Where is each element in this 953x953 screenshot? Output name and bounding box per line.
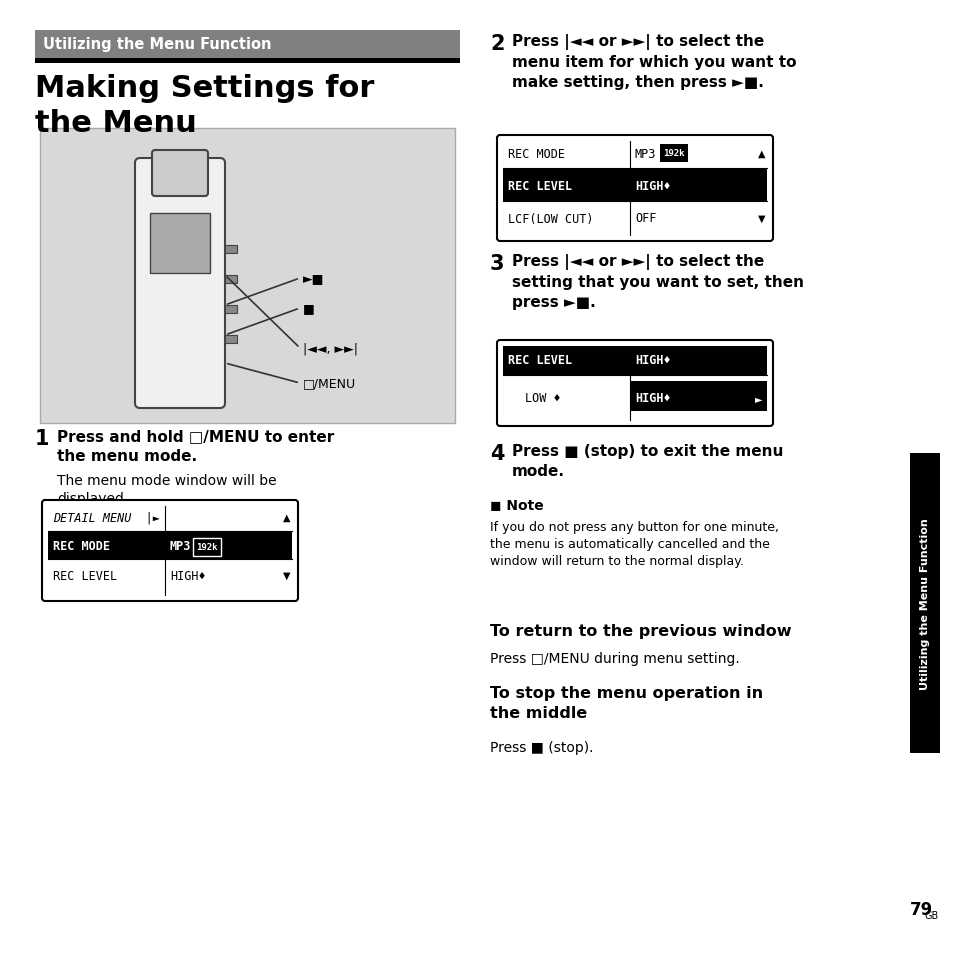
- Text: 79: 79: [909, 900, 932, 918]
- Text: Press ■ (stop).: Press ■ (stop).: [490, 740, 593, 754]
- Text: 2: 2: [490, 34, 504, 54]
- Text: MP3: MP3: [635, 148, 656, 160]
- Text: OFF: OFF: [635, 213, 656, 225]
- Text: |◄◄, ►►|: |◄◄, ►►|: [303, 342, 357, 355]
- Text: GB: GB: [924, 910, 939, 920]
- FancyBboxPatch shape: [35, 30, 459, 59]
- Bar: [150, 213, 210, 274]
- Text: REC LEVEL: REC LEVEL: [53, 569, 117, 582]
- Text: The menu mode window will be
displayed.: The menu mode window will be displayed.: [57, 474, 276, 506]
- Bar: [193, 538, 221, 557]
- Text: Press |◄◄ or ►►| to select the
setting that you want to set, then
press ►■.: Press |◄◄ or ►►| to select the setting t…: [512, 253, 803, 310]
- Bar: [225, 246, 236, 253]
- Bar: [35, 59, 459, 64]
- Text: 4: 4: [490, 443, 504, 463]
- Text: 192k: 192k: [196, 543, 217, 552]
- Text: MP3: MP3: [170, 540, 192, 553]
- FancyBboxPatch shape: [42, 500, 297, 601]
- Text: HIGH♦: HIGH♦: [635, 355, 670, 367]
- Text: REC LEVEL: REC LEVEL: [507, 355, 572, 367]
- Bar: [909, 454, 939, 753]
- Text: LOW ♦: LOW ♦: [524, 392, 560, 405]
- Text: ►■: ►■: [303, 273, 324, 285]
- Bar: [225, 275, 236, 284]
- Text: ▼: ▼: [758, 213, 764, 224]
- Text: Press ■ (stop) to exit the menu
mode.: Press ■ (stop) to exit the menu mode.: [512, 443, 782, 478]
- Bar: [502, 347, 766, 376]
- Bar: [629, 381, 766, 412]
- Text: ▼: ▼: [283, 571, 291, 580]
- Bar: [225, 306, 236, 314]
- Text: ◼ Note: ◼ Note: [490, 498, 543, 513]
- Text: Utilizing the Menu Function: Utilizing the Menu Function: [43, 37, 272, 52]
- Text: Press |◄◄ or ►►| to select the
menu item for which you want to
make setting, the: Press |◄◄ or ►►| to select the menu item…: [512, 34, 796, 90]
- Text: REC MODE: REC MODE: [53, 540, 110, 553]
- Text: HIGH♦: HIGH♦: [635, 392, 670, 405]
- Bar: [659, 145, 687, 163]
- Text: REC MODE: REC MODE: [507, 148, 564, 160]
- Bar: [40, 129, 455, 423]
- Text: REC LEVEL: REC LEVEL: [507, 179, 572, 193]
- Bar: [225, 335, 236, 344]
- Text: 192k: 192k: [662, 150, 684, 158]
- Text: 3: 3: [490, 253, 504, 274]
- Text: □/MENU: □/MENU: [303, 377, 355, 390]
- Text: Utilizing the Menu Function: Utilizing the Menu Function: [919, 517, 929, 689]
- FancyBboxPatch shape: [497, 340, 772, 427]
- Text: LCF(LOW CUT): LCF(LOW CUT): [507, 213, 593, 225]
- FancyBboxPatch shape: [135, 159, 225, 409]
- Text: HIGH♦: HIGH♦: [170, 569, 206, 582]
- Bar: [502, 170, 766, 203]
- Text: Press □/MENU during menu setting.: Press □/MENU during menu setting.: [490, 651, 739, 665]
- Text: ▲: ▲: [283, 513, 291, 522]
- Text: To stop the menu operation in
the middle: To stop the menu operation in the middle: [490, 685, 762, 720]
- Text: the Menu: the Menu: [35, 109, 196, 138]
- Text: 1: 1: [35, 429, 50, 449]
- FancyBboxPatch shape: [497, 136, 772, 242]
- Text: To return to the previous window: To return to the previous window: [490, 623, 791, 639]
- Text: ■: ■: [303, 302, 314, 315]
- Text: If you do not press any button for one minute,
the menu is automatically cancell: If you do not press any button for one m…: [490, 520, 779, 567]
- Text: DETAIL MENU  |►: DETAIL MENU |►: [53, 511, 160, 524]
- Text: ▲: ▲: [758, 149, 764, 159]
- FancyBboxPatch shape: [152, 151, 208, 196]
- Text: HIGH♦: HIGH♦: [635, 179, 670, 193]
- Text: Press and hold □/MENU to enter
the menu mode.: Press and hold □/MENU to enter the menu …: [57, 429, 334, 463]
- Bar: [48, 533, 292, 560]
- Text: Making Settings for: Making Settings for: [35, 74, 374, 103]
- Text: ►: ►: [754, 394, 761, 403]
